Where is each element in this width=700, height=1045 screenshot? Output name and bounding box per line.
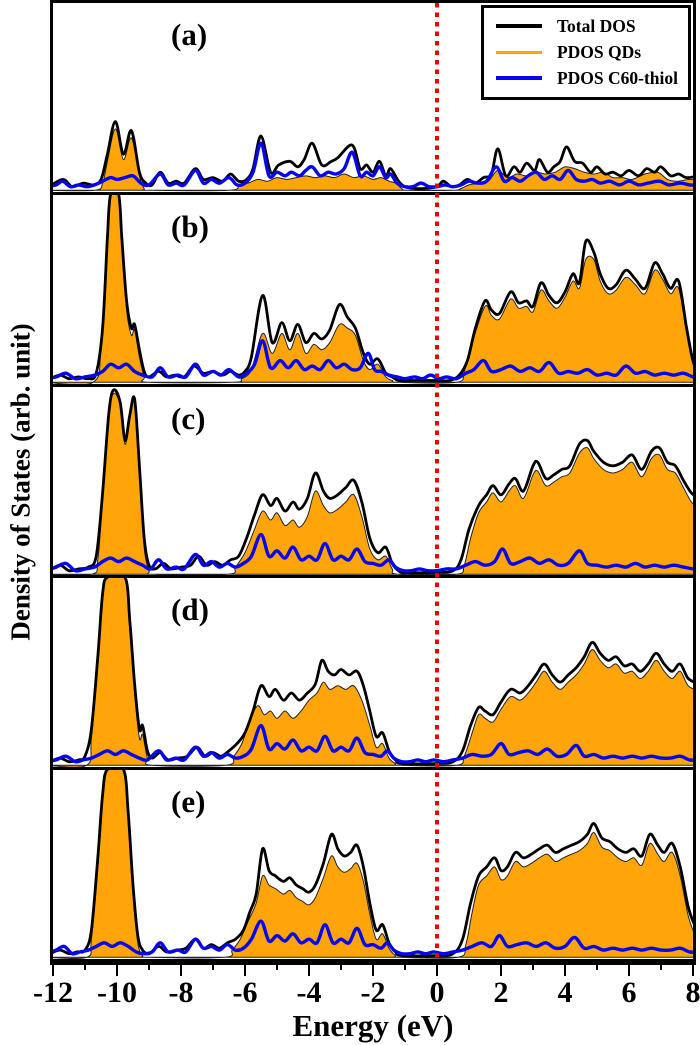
pdos-qds-area: [53, 770, 693, 959]
x-axis-tick-label: 2: [493, 976, 509, 1009]
legend-line-swatch: [495, 76, 542, 80]
legend-label: PDOS C60-thiol: [556, 67, 678, 88]
x-axis-minor-tick: [211, 962, 215, 970]
x-axis-major-tick: [627, 962, 631, 976]
dos-panel-plot: [53, 387, 693, 576]
pdos-c60-thiol-curve: [53, 532, 693, 573]
panel-label: (a): [171, 17, 208, 52]
x-axis-tick-label: -8: [168, 976, 194, 1009]
pdos-c60-thiol-curve: [53, 338, 693, 381]
x-axis-minor-tick: [339, 962, 343, 970]
x-axis-minor-tick: [403, 962, 407, 970]
x-axis-major-tick: [51, 962, 55, 976]
plot-area: (a) (b) (c) (d) (e) Total DOS PDOS QDs PDOS C60…: [50, 0, 696, 965]
x-axis-tick-label: 8: [685, 976, 700, 1009]
dos-panel-b: (b): [53, 194, 693, 387]
x-axis-minor-tick: [83, 962, 87, 970]
total-dos-curve: [53, 194, 693, 383]
pdos-qds-area: [53, 194, 693, 384]
x-axis-tick-label: -4: [296, 976, 322, 1009]
dos-panel-plot: [53, 770, 693, 959]
pdos-c60-thiol-curve: [53, 919, 693, 956]
x-axis-title: Energy (eV): [292, 1008, 454, 1043]
x-axis-tick-label: -6: [232, 976, 258, 1009]
pdos-c60-thiol-curve: [53, 724, 693, 765]
legend-line-swatch: [495, 24, 542, 28]
total-dos-curve: [53, 578, 693, 766]
x-axis-major-tick: [435, 962, 439, 976]
legend-item: PDOS C60-thiol: [495, 65, 678, 91]
dos-panel-plot: [53, 578, 693, 768]
panel-label: (d): [171, 592, 209, 628]
x-axis-minor-tick: [275, 962, 279, 970]
x-axis-tick-label: 4: [557, 976, 573, 1009]
x-axis-major-tick: [563, 962, 567, 976]
x-axis-tick-label: -10: [97, 976, 137, 1009]
x-axis-minor-tick: [595, 962, 599, 970]
x-axis-major-tick: [179, 962, 183, 976]
x-axis-minor-tick: [531, 962, 535, 970]
x-axis-major-tick: [307, 962, 311, 976]
x-axis-tick-label: -2: [360, 976, 386, 1009]
legend-item: PDOS QDs: [495, 39, 678, 65]
x-axis-tick-label: 0: [429, 976, 445, 1009]
dos-panel-e: (e): [53, 770, 693, 962]
x-axis-minor-tick: [659, 962, 663, 970]
legend-item: Total DOS: [495, 13, 678, 39]
x-axis-minor-tick: [467, 962, 471, 970]
x-axis-major-tick: [691, 962, 695, 976]
x-axis-minor-tick: [147, 962, 151, 970]
total-dos-curve: [53, 387, 693, 574]
legend-label: Total DOS: [556, 15, 636, 36]
fermi-level-line: [435, 3, 439, 962]
dos-panel-a: (a): [53, 3, 693, 195]
x-axis-tick-label: 6: [621, 976, 637, 1009]
y-axis-title: Density of States (arb. unit): [5, 323, 36, 641]
dos-panel-c: (c): [53, 387, 693, 579]
legend-line-swatch: [495, 50, 542, 54]
panel-label: (c): [171, 400, 206, 436]
x-axis-major-tick: [243, 962, 247, 976]
dos-panel-plot: [53, 120, 693, 192]
panel-label: (b): [171, 208, 209, 244]
legend: Total DOS PDOS QDs PDOS C60-thiol: [480, 5, 691, 100]
x-axis-major-tick: [499, 962, 503, 976]
x-axis-major-tick: [115, 962, 119, 976]
x-axis-major-tick: [371, 962, 375, 976]
x-axis: [51, 962, 695, 978]
dos-panel-plot: [53, 194, 693, 384]
pdos-qds-area: [53, 578, 693, 768]
legend-label: PDOS QDs: [556, 41, 642, 62]
dos-panel-d: (d): [53, 578, 693, 771]
x-axis-tick-label: -12: [33, 976, 73, 1009]
panel-label: (e): [171, 784, 206, 820]
pdos-c60-thiol-curve: [53, 141, 693, 189]
